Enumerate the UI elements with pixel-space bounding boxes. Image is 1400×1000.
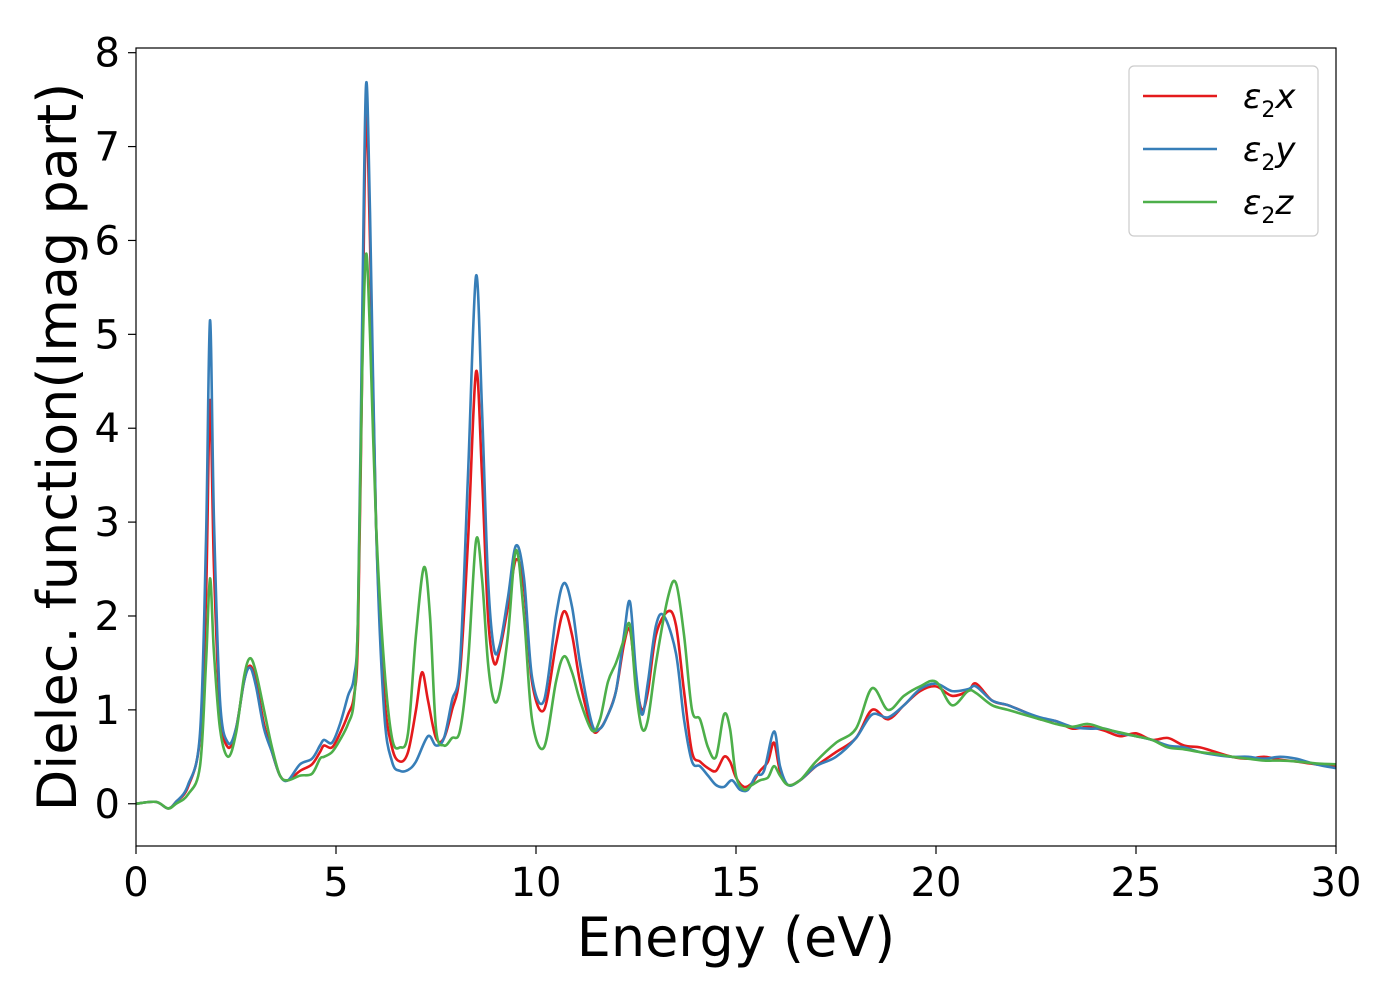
y-tick-label: 4 <box>95 406 120 452</box>
y-tick-label: 3 <box>95 500 120 546</box>
y-tick-label: 7 <box>95 125 120 171</box>
x-tick-label: 10 <box>511 860 562 906</box>
legend-frame <box>1128 65 1319 237</box>
x-axis-title: Energy (eV) <box>577 906 896 969</box>
y-tick-label: 1 <box>95 688 120 734</box>
series-layer <box>136 81 1336 810</box>
legend-subscript: 2 <box>1261 98 1275 123</box>
x-axis: 0 5 10 15 20 25 30 <box>123 846 1361 906</box>
series-line-y <box>136 81 1336 810</box>
x-tick-label: 0 <box>123 860 148 906</box>
x-tick-label: 5 <box>323 860 348 906</box>
x-tick-label: 20 <box>911 860 962 906</box>
legend-subscript: 2 <box>1261 204 1275 229</box>
x-tick-label: 30 <box>1311 860 1362 906</box>
legend-epsilon: ε <box>1243 77 1261 117</box>
series-line-z <box>136 252 1336 810</box>
legend-epsilon: ε <box>1243 130 1261 170</box>
legend-label-y: ε2y <box>1243 130 1296 176</box>
x-tick-label: 15 <box>711 860 762 906</box>
y-axis: 0 1 2 3 4 5 6 7 8 <box>95 31 136 828</box>
legend-subscript: 2 <box>1261 151 1275 176</box>
legend-label-z: ε2z <box>1243 183 1294 229</box>
y-tick-label: 2 <box>95 594 120 640</box>
y-tick-label: 8 <box>95 31 120 77</box>
legend-label-x: ε2x <box>1243 77 1296 123</box>
y-tick-label: 0 <box>95 782 120 828</box>
legend-axis: y <box>1274 130 1296 170</box>
x-tick-label: 25 <box>1111 860 1162 906</box>
legend-axis: z <box>1274 183 1294 223</box>
y-tick-label: 6 <box>95 218 120 264</box>
y-tick-label: 5 <box>95 312 120 358</box>
legend-epsilon: ε <box>1243 183 1261 223</box>
legend-axis: x <box>1274 77 1296 117</box>
y-axis-title: Dielec. function(Imag part) <box>26 83 89 812</box>
